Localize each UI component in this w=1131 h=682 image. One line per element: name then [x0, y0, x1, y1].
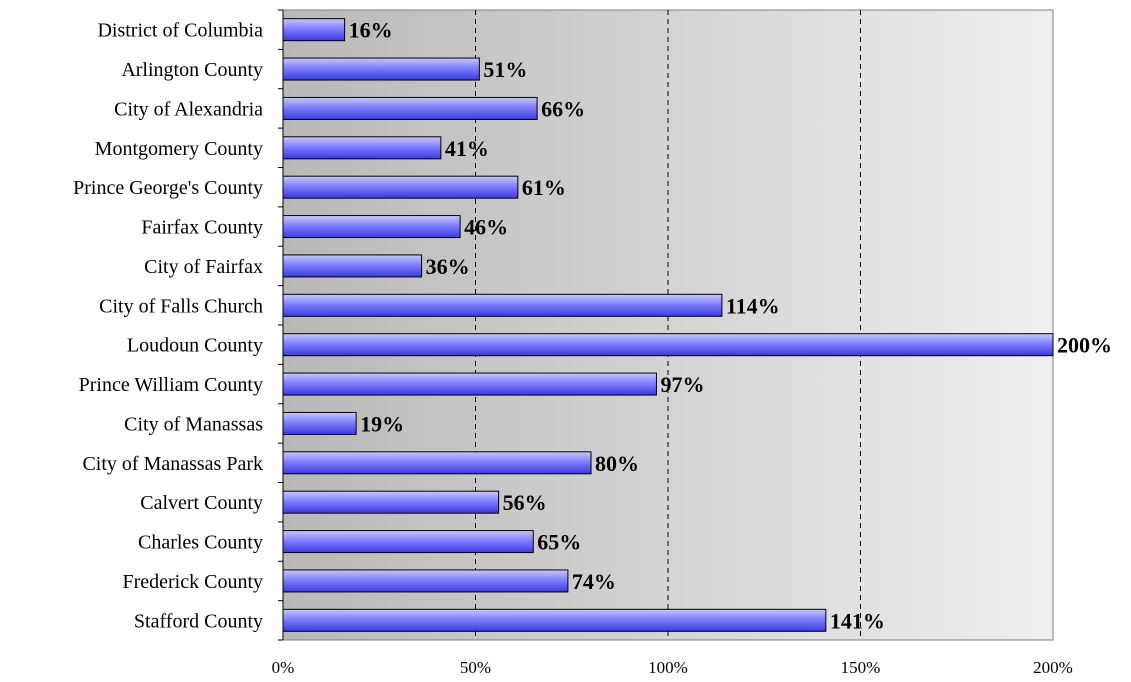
- x-tick-label-2: 100%: [648, 658, 688, 677]
- bar-12: [282, 490, 500, 514]
- data-label-5: 46%: [464, 215, 508, 240]
- x-tick-label-1: 50%: [460, 658, 491, 677]
- data-label-10: 19%: [360, 411, 404, 436]
- bar-3: [282, 136, 442, 160]
- category-label-8: Loudoun County: [127, 335, 263, 357]
- bar-9: [282, 372, 657, 396]
- bar-4: [282, 175, 519, 199]
- category-label-13: Charles County: [138, 532, 263, 554]
- category-label-15: Stafford County: [134, 610, 263, 632]
- bar-10: [282, 411, 357, 435]
- data-label-15: 141%: [830, 608, 885, 633]
- category-label-7: City of Falls Church: [99, 295, 263, 317]
- x-tick-label-3: 150%: [841, 658, 881, 677]
- data-label-1: 51%: [483, 57, 527, 82]
- data-label-6: 36%: [426, 254, 470, 279]
- data-label-3: 41%: [445, 136, 489, 161]
- category-label-0: District of Columbia: [97, 20, 263, 42]
- bar-0: [282, 18, 346, 42]
- bar-14: [282, 569, 569, 593]
- bar-7: [282, 293, 723, 317]
- category-label-5: Fairfax County: [141, 217, 263, 239]
- category-label-3: Montgomery County: [95, 138, 263, 160]
- x-tick-label-4: 200%: [1033, 658, 1073, 677]
- category-label-14: Frederick County: [122, 571, 263, 593]
- data-label-13: 65%: [537, 530, 581, 555]
- data-label-14: 74%: [572, 569, 616, 594]
- category-label-10: City of Manassas: [124, 413, 263, 435]
- bar-8: [282, 333, 1054, 357]
- bar-5: [282, 215, 461, 239]
- category-label-9: Prince William County: [79, 374, 263, 396]
- bar-1: [282, 57, 480, 81]
- data-label-8: 200%: [1057, 333, 1112, 358]
- data-label-11: 80%: [595, 451, 639, 476]
- x-tick-label-0: 0%: [272, 658, 295, 677]
- data-label-7: 114%: [726, 293, 780, 318]
- category-label-6: City of Fairfax: [144, 256, 263, 278]
- category-label-12: Calvert County: [140, 492, 263, 514]
- bar-11: [282, 451, 592, 475]
- category-label-4: Prince George's County: [73, 177, 263, 199]
- category-label-11: City of Manassas Park: [82, 453, 263, 475]
- bar-2: [282, 96, 538, 120]
- data-label-9: 97%: [660, 372, 704, 397]
- category-label-1: Arlington County: [121, 59, 263, 81]
- data-label-4: 61%: [522, 175, 566, 200]
- bar-15: [282, 608, 827, 632]
- data-label-12: 56%: [503, 490, 547, 515]
- data-label-0: 16%: [349, 18, 393, 43]
- category-label-2: City of Alexandria: [114, 98, 263, 120]
- bar-13: [282, 530, 534, 554]
- data-label-2: 66%: [541, 96, 585, 121]
- bar-6: [282, 254, 423, 278]
